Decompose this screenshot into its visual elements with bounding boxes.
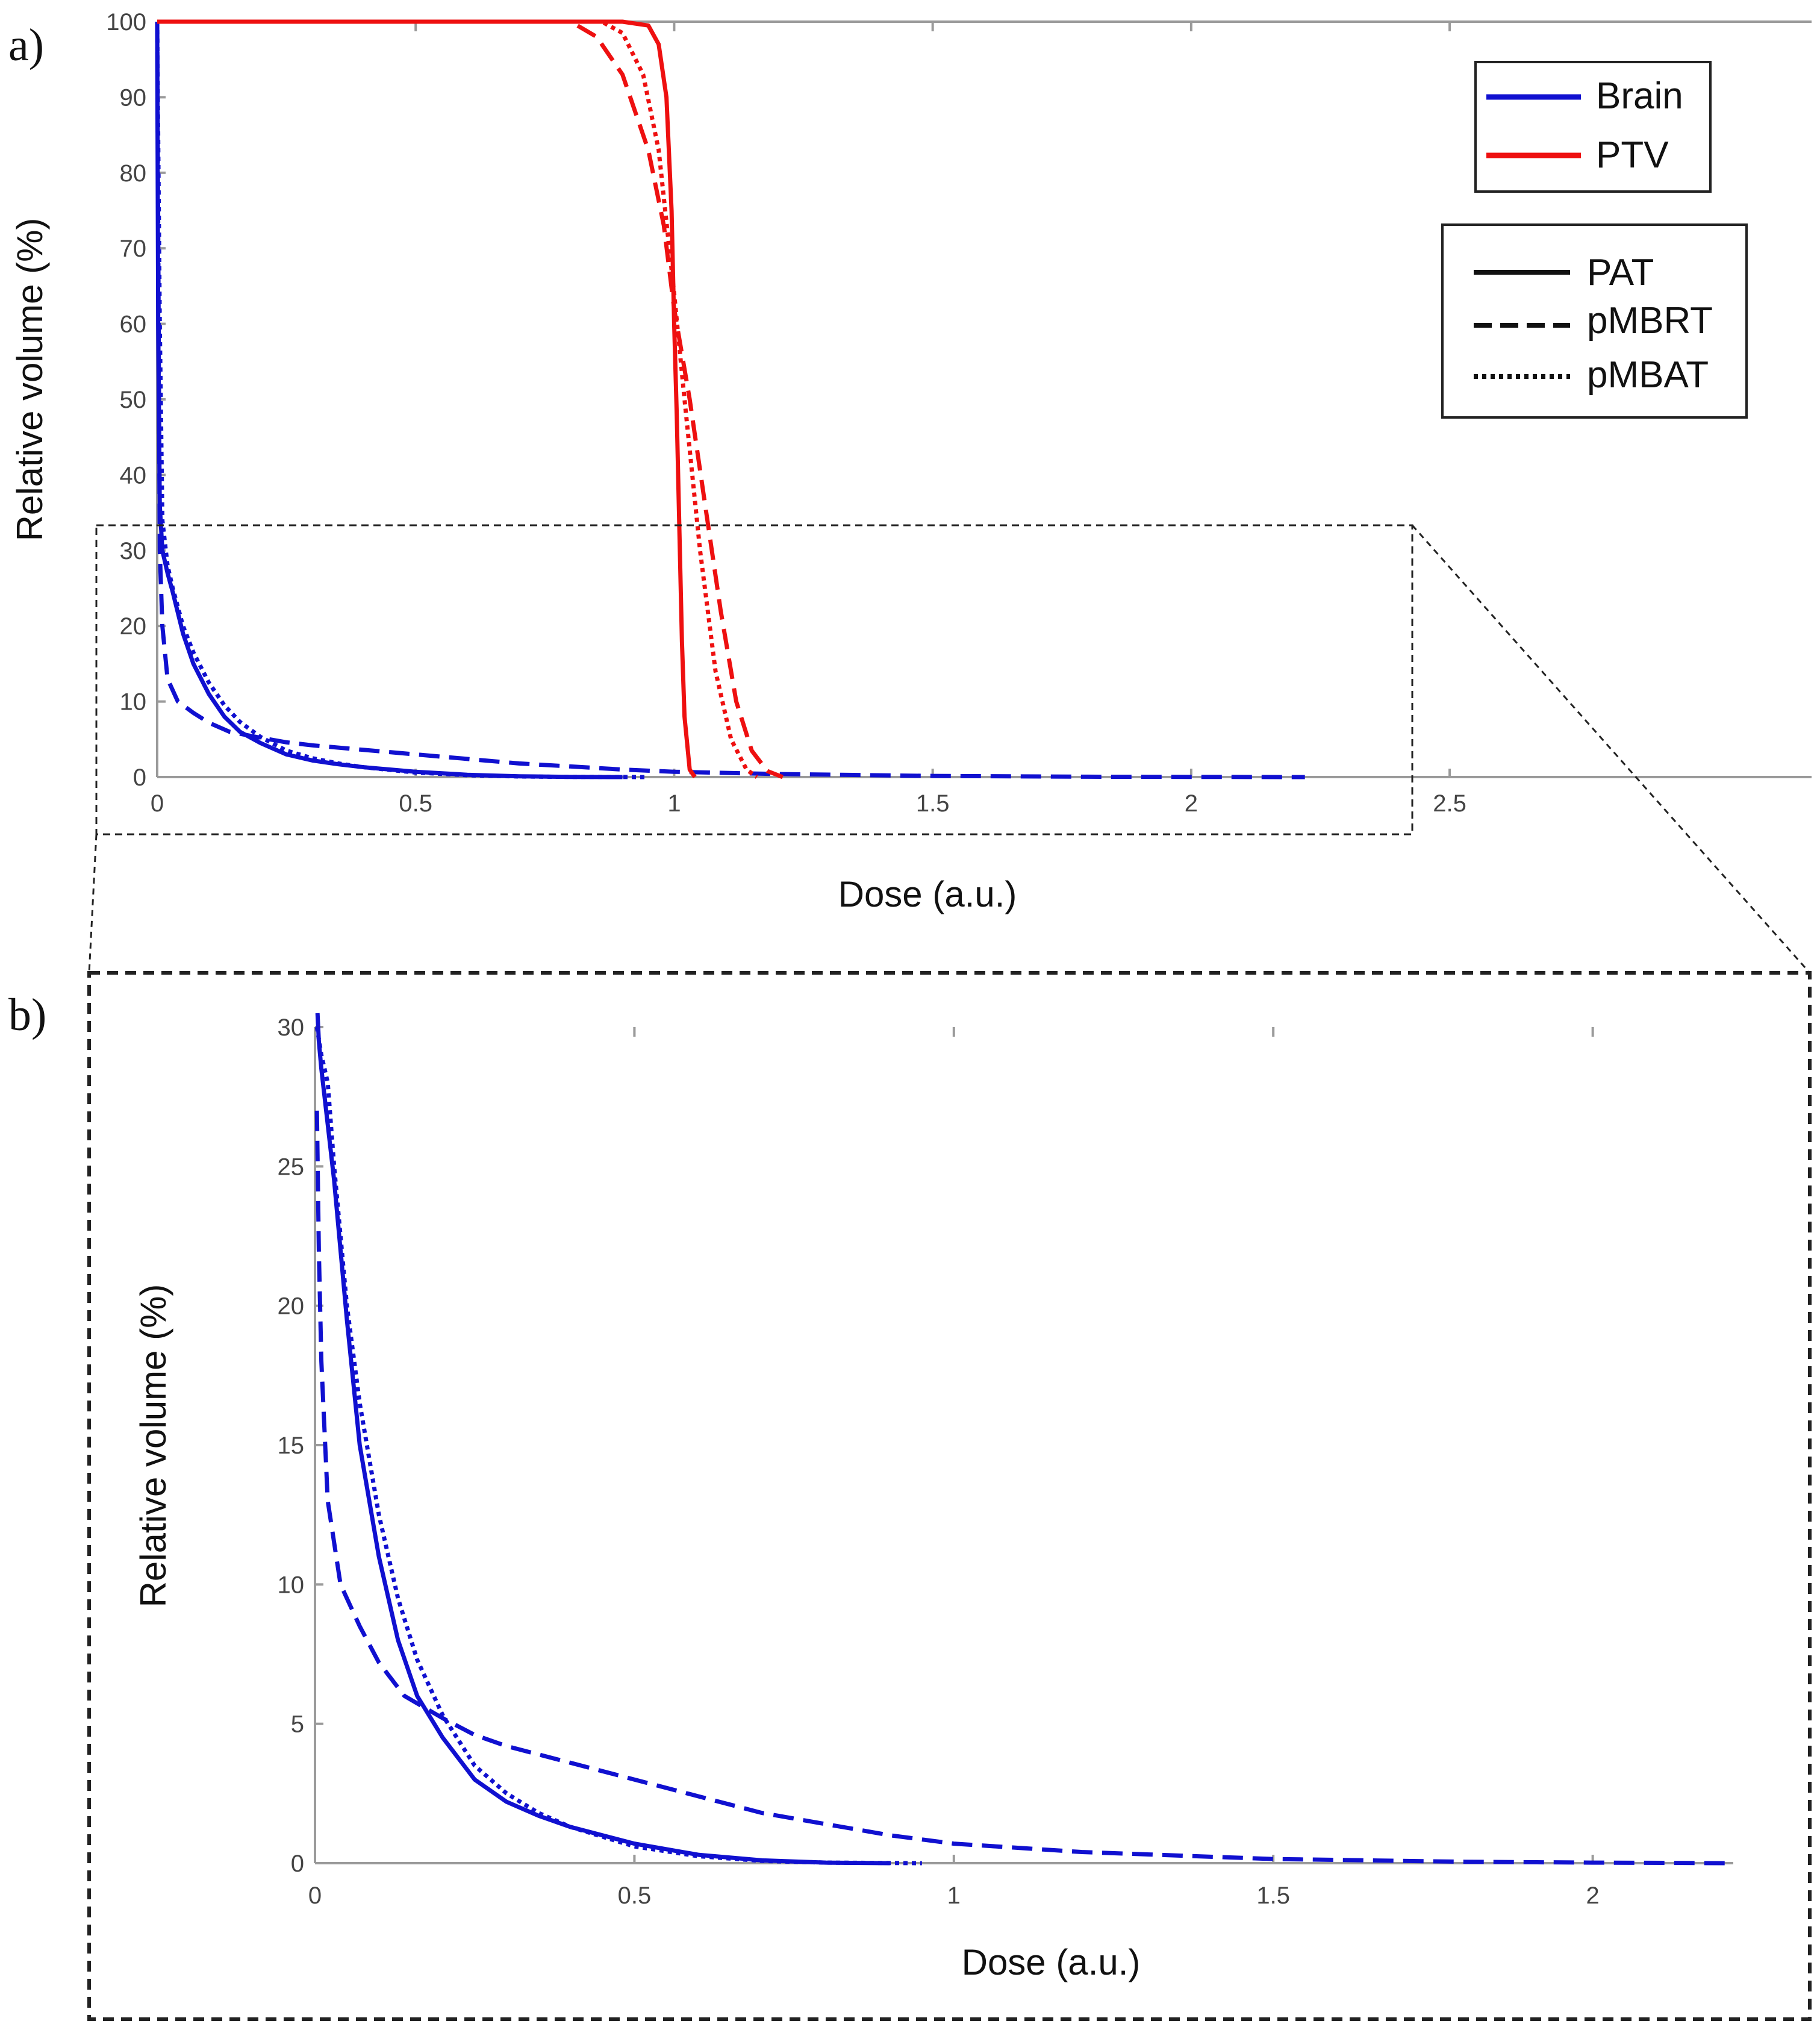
- legend-pmbat-label: pMBAT: [1587, 354, 1709, 396]
- y-tick-label: 25: [278, 1154, 305, 1180]
- legend-structures-box: [1474, 61, 1712, 193]
- y-tick-label: 30: [278, 1014, 305, 1041]
- y-tick-label: 40: [120, 462, 147, 489]
- series-ptv-pat: [157, 19, 697, 778]
- y-tick-label: 30: [120, 538, 147, 564]
- x-tick-label: 2.5: [1433, 790, 1466, 817]
- zoom-connector-right: [1411, 525, 1811, 973]
- zoom-connector-left: [88, 834, 98, 973]
- x-tick-label: 0: [151, 790, 164, 817]
- legend-structures: Brain PTV: [1474, 61, 1712, 193]
- zoom-region-box: [95, 524, 1413, 836]
- legend-modalities-box: [1441, 223, 1748, 419]
- series-brain-pmbat: [314, 1026, 922, 1866]
- panel-a-chart: a) 0 0.5 1 1.5 2 2.5 0 10 20 30 40 50 60 70 80 90 100 Do…: [8, 9, 1812, 914]
- y-tick-label: 90: [120, 84, 147, 111]
- panel-b-x-axis-title: Dose (a.u.): [962, 1942, 1141, 1982]
- panel-a-label: a): [8, 20, 44, 70]
- y-tick-label: 0: [291, 1851, 304, 1877]
- panel-b-series: [314, 1013, 1734, 1866]
- legend-pat-label: PAT: [1587, 252, 1654, 293]
- panel-b-label: b): [8, 990, 46, 1040]
- series-brain-pmbat: [155, 21, 649, 779]
- y-tick-label: 5: [291, 1711, 304, 1738]
- y-tick-label: 50: [120, 387, 147, 413]
- series-ptv-pmbat: [157, 19, 758, 779]
- y-tick-label: 15: [278, 1432, 305, 1459]
- y-tick-label: 80: [120, 160, 147, 187]
- x-tick-label: 1: [667, 790, 681, 817]
- legend-ptv-label: PTV: [1596, 134, 1669, 176]
- legend-pmbrt-label: pMBRT: [1587, 300, 1713, 342]
- panel-a-series: [155, 19, 1305, 779]
- series-brain-pmbrt: [314, 1110, 1734, 1866]
- x-tick-label: 0.5: [399, 790, 432, 817]
- y-tick-label: 70: [120, 236, 147, 262]
- panel-a-x-axis-title: Dose (a.u.): [838, 874, 1017, 914]
- x-tick-label: 0.5: [618, 1882, 652, 1909]
- series-ptv-pmbrt: [157, 19, 784, 779]
- y-tick-label: 0: [133, 764, 146, 791]
- panel-a-y-axis-title: Relative volume (%): [10, 218, 50, 542]
- y-tick-label: 10: [120, 689, 147, 716]
- x-tick-label: 1.5: [916, 790, 950, 817]
- y-tick-label: 100: [106, 9, 146, 36]
- panel-b-y-axis-title: Relative volume (%): [133, 1284, 173, 1608]
- x-tick-label: 1: [947, 1882, 961, 1909]
- series-brain-pat: [315, 1013, 890, 1866]
- series-brain-pat: [155, 21, 623, 779]
- x-tick-label: 0: [308, 1882, 322, 1909]
- legend-modalities: PAT pMBRT pMBAT: [1441, 223, 1748, 419]
- panel-b-axes: [314, 1026, 1733, 1864]
- x-tick-label: 2: [1185, 790, 1198, 817]
- panel-a-tick-labels: 0 0.5 1 1.5 2 2.5 0 10 20 30 40 50 60 70 80 90 100: [106, 9, 1466, 817]
- legend-brain-label: Brain: [1596, 75, 1683, 117]
- y-tick-label: 60: [120, 311, 147, 338]
- x-tick-label: 2: [1586, 1882, 1599, 1909]
- y-tick-label: 20: [278, 1293, 305, 1320]
- y-tick-label: 10: [278, 1572, 305, 1598]
- y-tick-label: 20: [120, 613, 147, 640]
- series-brain-pmbrt: [155, 21, 1305, 779]
- x-tick-label: 1.5: [1256, 1882, 1290, 1909]
- panel-b-zoom-frame: [87, 971, 1812, 2021]
